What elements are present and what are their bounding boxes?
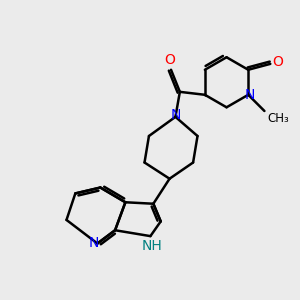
Text: O: O <box>273 56 283 69</box>
Text: CH₃: CH₃ <box>267 112 289 125</box>
Text: N: N <box>89 236 99 250</box>
Text: N: N <box>170 108 181 122</box>
Text: O: O <box>164 53 175 68</box>
Text: NH: NH <box>142 239 162 253</box>
Text: N: N <box>244 88 255 102</box>
